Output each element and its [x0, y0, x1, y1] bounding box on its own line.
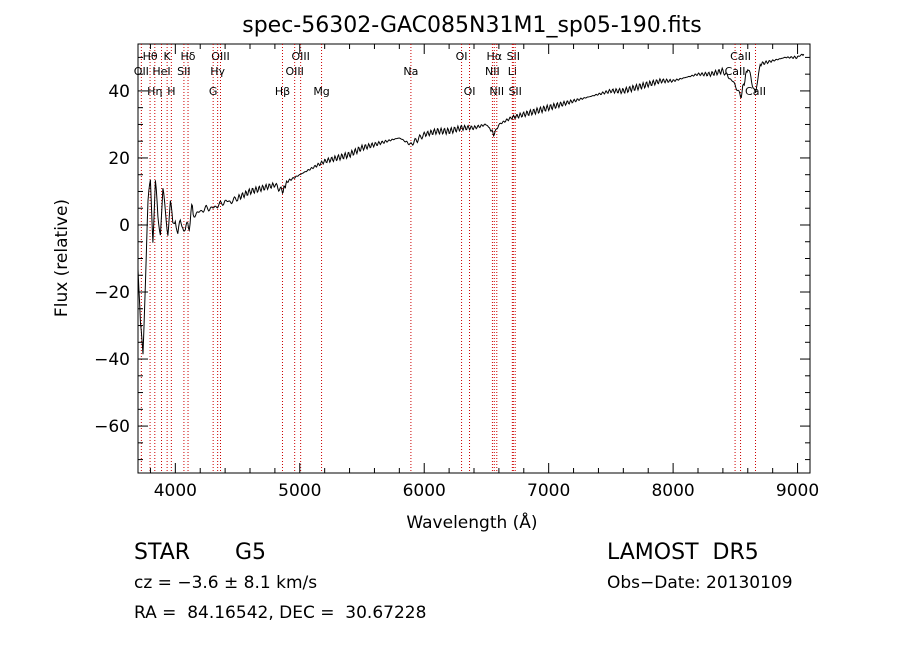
line-label: H [167, 85, 175, 98]
line-label: OIII [291, 50, 309, 63]
line-label: OIII [285, 65, 303, 78]
object-class: STAR [134, 540, 191, 565]
x-tick-label: 4000 [154, 481, 197, 501]
x-tick-label: 8000 [651, 481, 694, 501]
object-subclass: G5 [235, 540, 267, 565]
survey-name: LAMOST DR5 [607, 540, 759, 565]
line-label: Mg [313, 85, 329, 98]
line-label: Hθ [143, 50, 158, 63]
line-label: SII [508, 85, 521, 98]
y-tick-label: −20 [94, 283, 130, 303]
y-tick-label: 20 [108, 149, 130, 169]
line-label: Na [403, 65, 418, 78]
line-label: Hδ [181, 50, 196, 63]
y-tick-label: −40 [94, 350, 130, 370]
y-tick-label: 0 [119, 216, 130, 236]
x-tick-label: 9000 [776, 481, 819, 501]
y-tick-label: 40 [108, 82, 130, 102]
observation-date: Obs−Date: 20130109 [607, 573, 793, 593]
line-label: CaII [725, 65, 746, 78]
x-axis-label: Wavelength (Å) [406, 511, 537, 533]
line-label: NII [489, 85, 504, 98]
line-label: G [209, 85, 218, 98]
plot-frame [137, 43, 811, 474]
line-label: Hβ [275, 85, 290, 98]
coordinates-readout: RA = 84.16542, DEC = 30.67228 [134, 603, 427, 623]
line-label: OIII [211, 50, 229, 63]
chart-title: spec-56302-GAC085N31M1_sp05-190.fits [242, 13, 702, 38]
line-label: OII [134, 65, 149, 78]
line-label: NII [485, 65, 500, 78]
x-tick-label: 5000 [278, 481, 321, 501]
line-label: SII [177, 65, 190, 78]
line-label: K [164, 50, 172, 63]
line-markers: Hθ K Hδ OIII OIII OI Hα SII CaII OII HeI SII Hγ OIII N… [134, 44, 766, 473]
line-label: Hγ [210, 65, 225, 78]
x-tick-label: 6000 [403, 481, 446, 501]
y-tick-label: −60 [94, 417, 130, 437]
axis-ticks: 4000 5000 6000 7000 8000 9000 −60 −40 −20 0 20 40 [94, 44, 819, 501]
line-label: CaII [730, 50, 751, 63]
line-label: Hα [487, 50, 503, 63]
spectrum-series [137, 53, 805, 355]
line-label: HeI [152, 65, 170, 78]
line-label: SII [507, 50, 520, 63]
line-label: Li [508, 65, 517, 78]
redshift-readout: cz = −3.6 ± 8.1 km/s [134, 573, 318, 593]
line-label: OI [456, 50, 468, 63]
x-tick-label: 7000 [527, 481, 570, 501]
y-axis-label: Flux (relative) [52, 199, 72, 317]
line-label: Hη [147, 85, 162, 98]
line-label: OI [464, 85, 476, 98]
